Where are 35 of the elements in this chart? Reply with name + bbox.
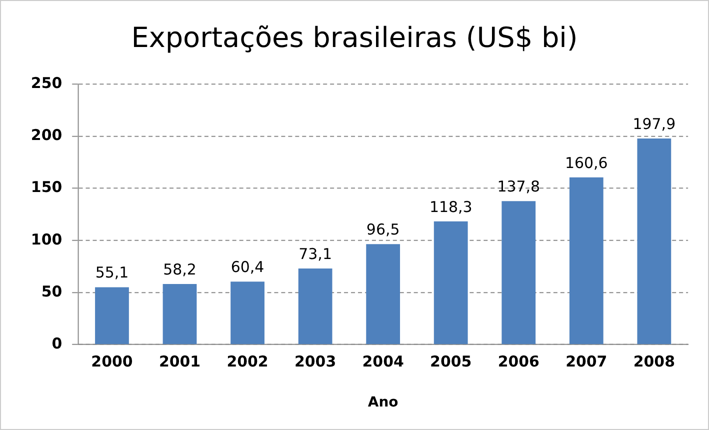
data-label: 160,6 bbox=[564, 154, 608, 172]
bar bbox=[298, 268, 332, 344]
data-label: 118,3 bbox=[429, 198, 472, 216]
data-label: 96,5 bbox=[366, 220, 400, 239]
y-tick-label: 100 bbox=[30, 230, 62, 248]
bar bbox=[434, 221, 468, 344]
chart-title: Exportações brasileiras (US$ bi) bbox=[131, 20, 578, 54]
x-tick-label: 2007 bbox=[566, 352, 608, 370]
x-tick-label: 2005 bbox=[430, 352, 472, 370]
data-label: 60,4 bbox=[230, 258, 264, 276]
data-label: 73,1 bbox=[298, 244, 332, 263]
y-tick-label: 0 bbox=[52, 334, 62, 352]
x-tick-label: 2004 bbox=[362, 352, 404, 370]
x-tick-label: 2006 bbox=[498, 352, 540, 370]
bar bbox=[569, 177, 604, 344]
data-label: 55,1 bbox=[95, 264, 129, 282]
bar bbox=[637, 138, 672, 344]
bar bbox=[502, 201, 536, 344]
y-tick-label: 200 bbox=[30, 126, 62, 144]
x-axis-title: Ano bbox=[368, 394, 398, 410]
y-tick-label: 50 bbox=[41, 282, 62, 300]
y-tick-label: 250 bbox=[30, 74, 62, 92]
x-tick-label: 2002 bbox=[226, 352, 268, 370]
x-tick-label: 2000 bbox=[91, 352, 133, 370]
x-tick-label: 2003 bbox=[294, 352, 336, 370]
data-label: 197,9 bbox=[632, 114, 676, 133]
data-label: 137,8 bbox=[497, 178, 540, 196]
bar bbox=[162, 284, 197, 344]
data-label: 58,2 bbox=[163, 260, 196, 278]
bar bbox=[95, 287, 129, 344]
x-tick-label: 2008 bbox=[633, 352, 675, 370]
y-tick-label: 150 bbox=[30, 178, 62, 196]
bar bbox=[366, 244, 400, 344]
bar bbox=[230, 282, 264, 344]
x-tick-label: 2001 bbox=[158, 352, 201, 370]
